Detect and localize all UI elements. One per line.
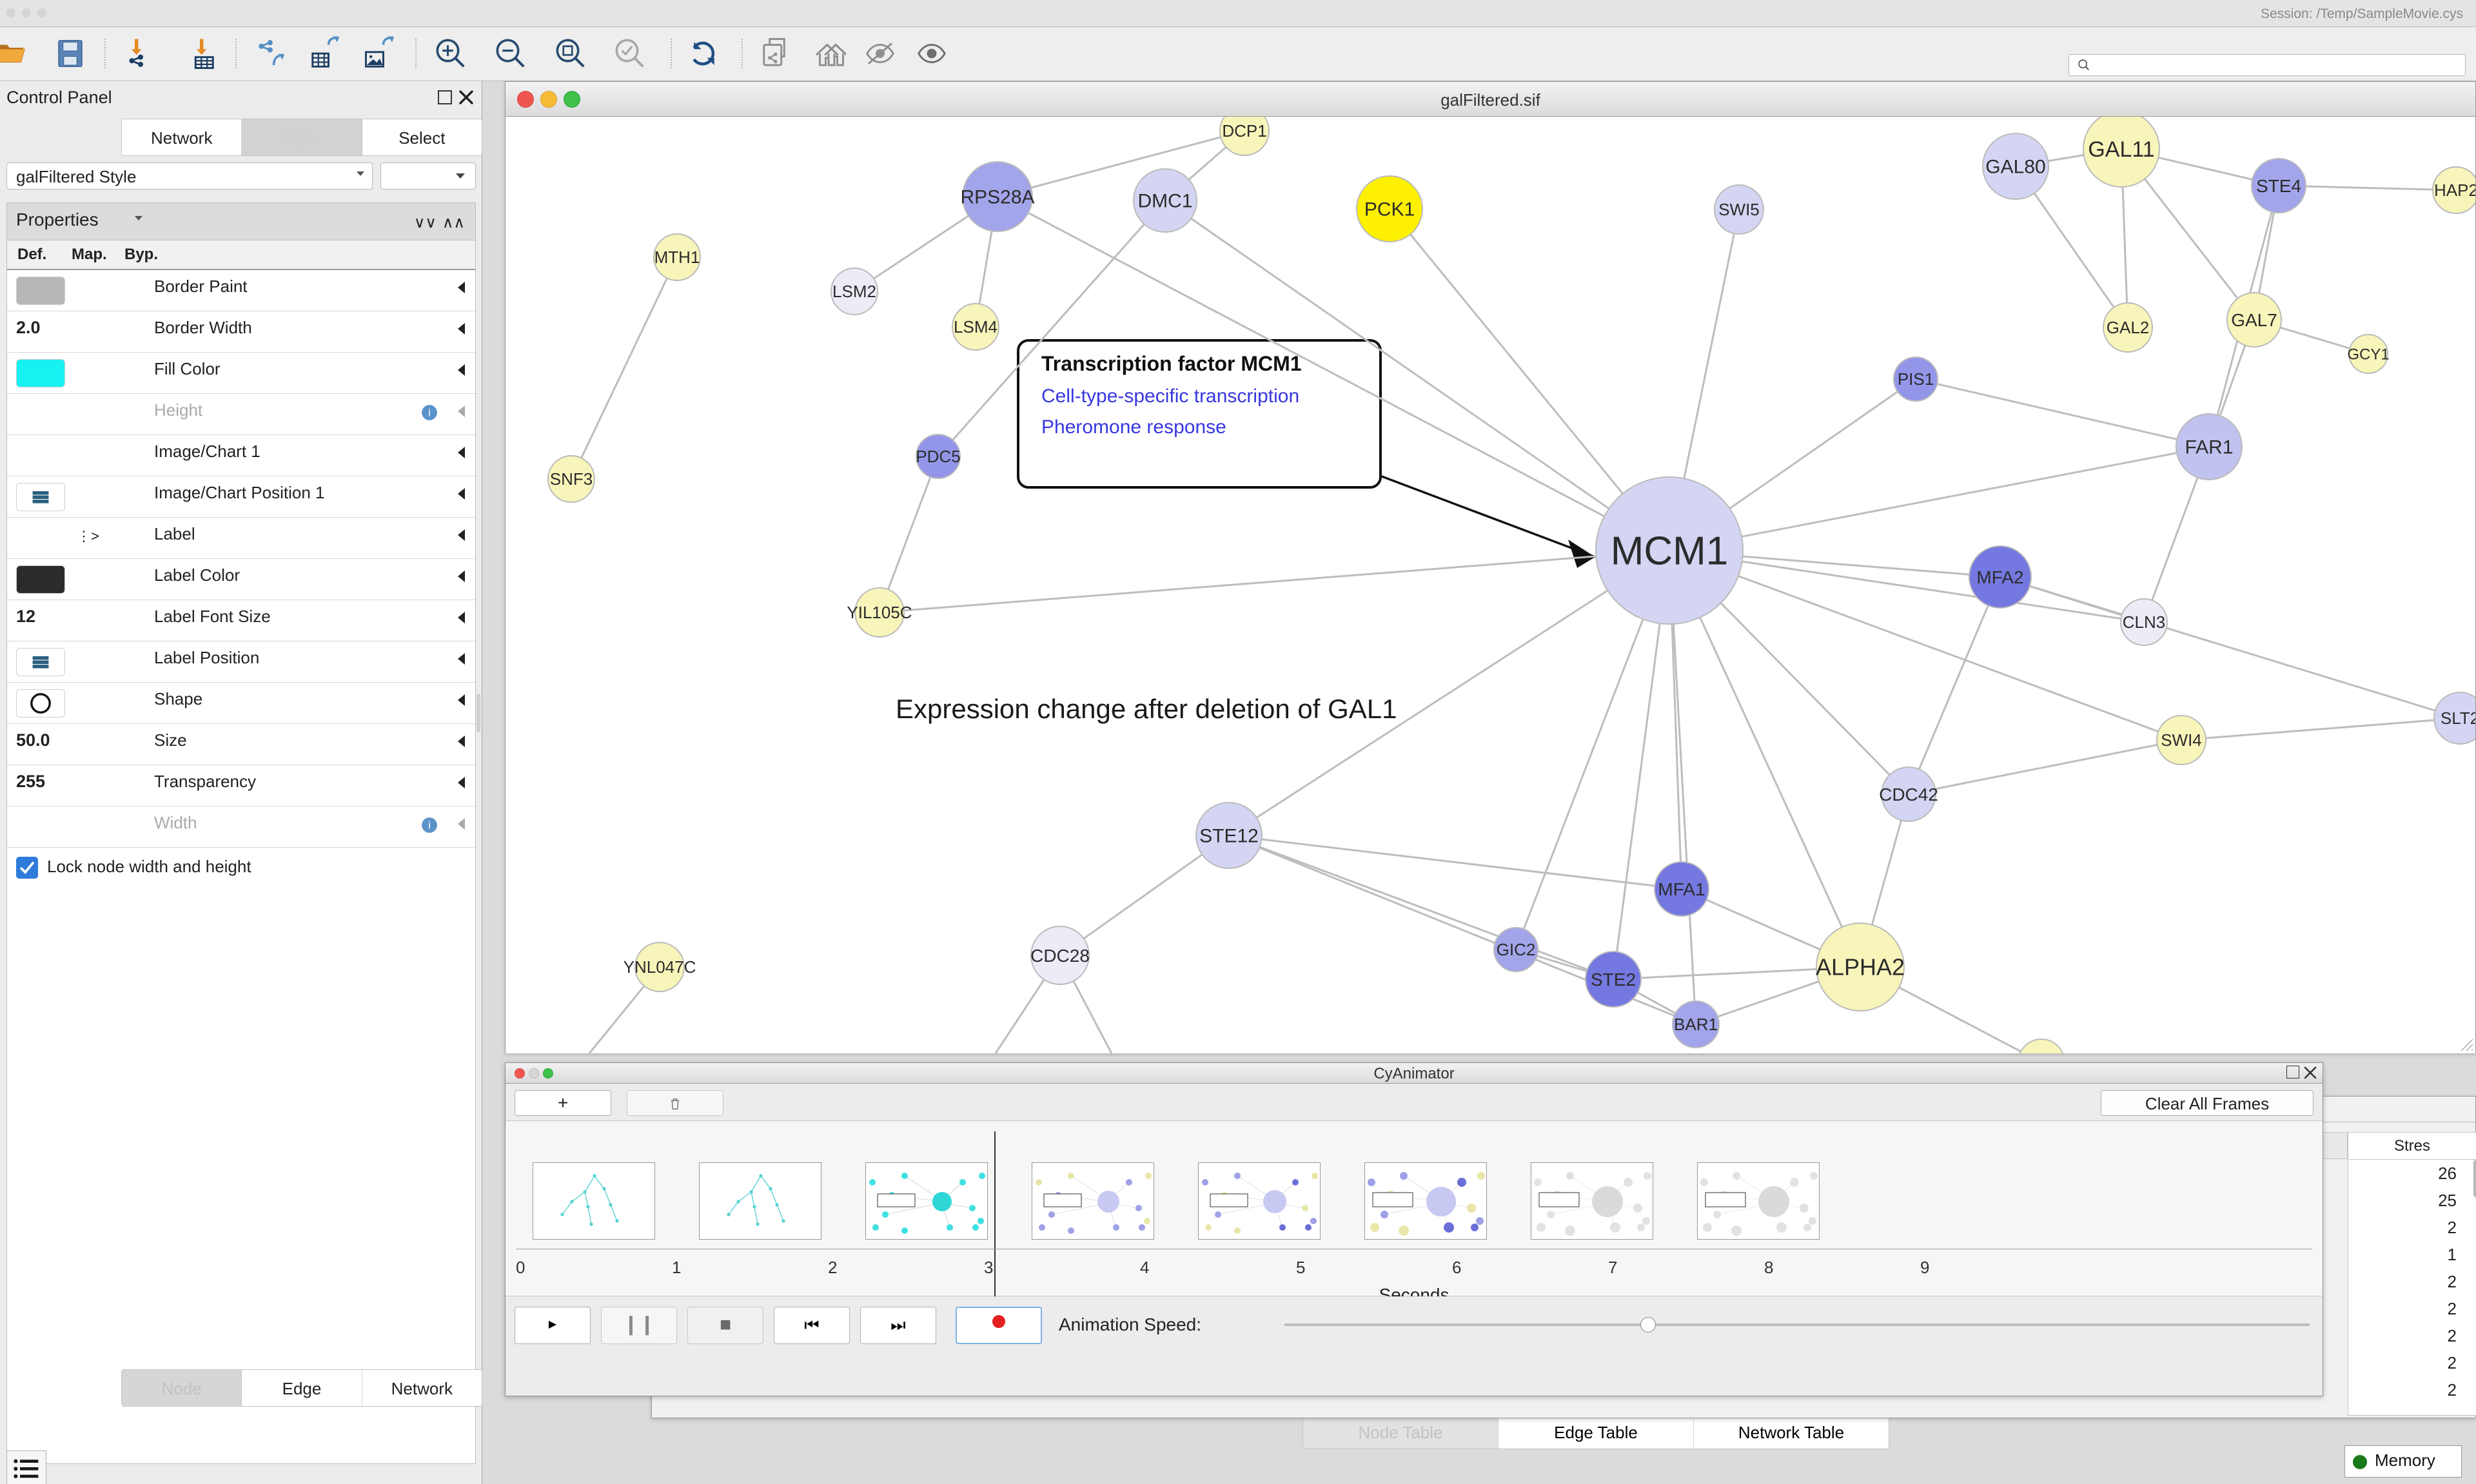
svg-text:CDC28: CDC28: [1030, 946, 1090, 966]
svg-text:FAR1: FAR1: [2185, 437, 2233, 458]
svg-text:DCP1: DCP1: [1222, 121, 1266, 141]
svg-text:GAL7: GAL7: [2231, 310, 2277, 330]
svg-text:SWI4: SWI4: [2161, 730, 2202, 750]
svg-text:GAL2: GAL2: [2107, 318, 2150, 337]
svg-text:PIS1: PIS1: [1898, 369, 1934, 389]
svg-text:CDC42: CDC42: [1879, 785, 1938, 805]
svg-text:STE4: STE4: [2256, 176, 2301, 196]
svg-text:GAL80: GAL80: [1985, 157, 2045, 178]
svg-text:MFA2: MFA2: [1976, 567, 2023, 587]
svg-text:GIC2: GIC2: [1497, 940, 1536, 959]
svg-text:LSM2: LSM2: [832, 282, 876, 301]
svg-text:ALPHA2: ALPHA2: [1816, 954, 1905, 981]
svg-text:LSM4: LSM4: [954, 317, 997, 337]
svg-text:GCY1: GCY1: [2347, 346, 2389, 363]
svg-text:YIL105C: YIL105C: [847, 603, 912, 622]
svg-text:SNF3: SNF3: [550, 469, 593, 489]
svg-text:STE2: STE2: [1591, 970, 1636, 990]
svg-text:HAP2: HAP2: [2434, 181, 2475, 200]
svg-text:STE12: STE12: [1199, 826, 1259, 847]
svg-text:PCK1: PCK1: [1364, 199, 1415, 220]
svg-text:SWI5: SWI5: [1718, 200, 1760, 219]
svg-text:i: i: [428, 407, 431, 418]
svg-text:MTH1: MTH1: [654, 248, 700, 267]
svg-text:GAL11: GAL11: [2088, 137, 2154, 162]
svg-text:MFA1: MFA1: [1658, 879, 1705, 899]
svg-text:PDC5: PDC5: [916, 447, 960, 466]
svg-text:YNL047C: YNL047C: [624, 957, 696, 977]
svg-text:SLT2: SLT2: [2441, 708, 2475, 728]
svg-text:MCM1: MCM1: [1611, 529, 1729, 574]
svg-text:CLN3: CLN3: [2123, 612, 2165, 632]
svg-text:BAR1: BAR1: [1674, 1015, 1718, 1034]
svg-text:DMC1: DMC1: [1137, 191, 1192, 212]
svg-text:i: i: [428, 819, 431, 831]
svg-text:RPS28A: RPS28A: [960, 187, 1034, 208]
